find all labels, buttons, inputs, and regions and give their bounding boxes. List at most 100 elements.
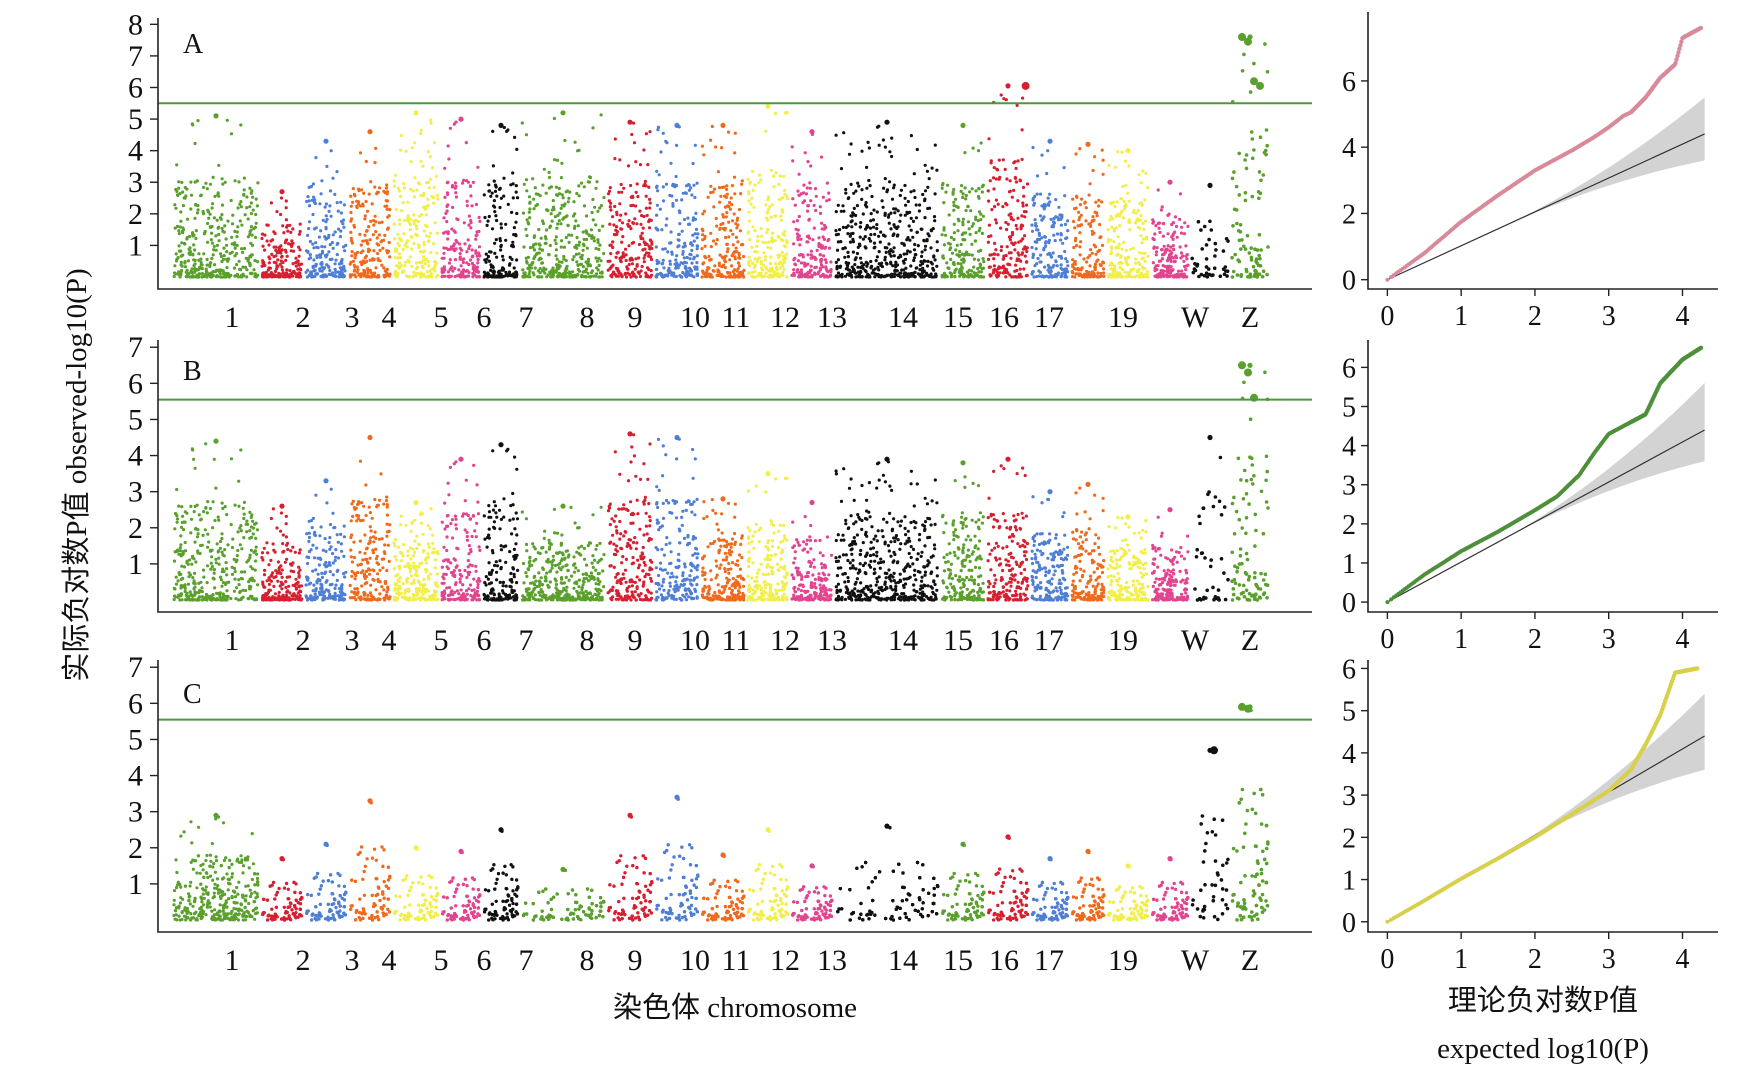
snp-point bbox=[713, 264, 716, 267]
snp-point bbox=[1036, 193, 1039, 196]
snp-point bbox=[369, 220, 372, 223]
snp-point bbox=[1182, 260, 1185, 263]
snp-point bbox=[376, 252, 379, 255]
snp-point bbox=[360, 251, 363, 254]
snp-point bbox=[204, 528, 207, 531]
snp-point bbox=[585, 238, 588, 241]
snp-point bbox=[186, 592, 189, 595]
snp-point bbox=[306, 269, 309, 272]
snp-point bbox=[704, 275, 707, 278]
snp-point bbox=[528, 211, 531, 214]
snp-point bbox=[729, 229, 732, 232]
snp-point bbox=[250, 272, 253, 275]
snp-point bbox=[1054, 198, 1057, 201]
snp-point bbox=[747, 199, 750, 202]
snp-point bbox=[719, 254, 722, 257]
snp-point bbox=[198, 272, 201, 275]
snp-point bbox=[1172, 248, 1175, 251]
snp-point bbox=[1093, 265, 1096, 268]
snp-point bbox=[272, 585, 275, 588]
snp-point bbox=[916, 148, 919, 151]
snp-point bbox=[553, 158, 556, 161]
snp-point bbox=[236, 230, 239, 233]
snp-point bbox=[489, 195, 492, 198]
snp-point bbox=[842, 131, 845, 134]
snp-point bbox=[550, 185, 553, 188]
snp-point bbox=[184, 265, 187, 268]
snp-point bbox=[615, 211, 618, 214]
snp-point bbox=[701, 262, 704, 265]
snp-point bbox=[682, 245, 685, 248]
snp-point bbox=[1063, 166, 1066, 169]
snp-point bbox=[510, 244, 513, 247]
snp-point bbox=[596, 210, 599, 213]
snp-point bbox=[431, 166, 434, 169]
snp-point bbox=[1071, 198, 1074, 201]
snp-point bbox=[922, 239, 925, 242]
snp-point bbox=[949, 258, 952, 261]
snp-point bbox=[427, 275, 430, 278]
snp-point bbox=[613, 157, 616, 160]
snp-point bbox=[386, 208, 389, 211]
snp-point bbox=[249, 554, 252, 557]
snp-point bbox=[219, 268, 222, 271]
snp-point bbox=[1080, 198, 1083, 201]
snp-point bbox=[369, 259, 372, 262]
snp-point bbox=[822, 254, 825, 257]
snp-point bbox=[714, 145, 717, 148]
snp-point bbox=[582, 265, 585, 268]
snp-point bbox=[716, 238, 719, 241]
snp-point bbox=[175, 252, 178, 255]
snp-point bbox=[935, 169, 938, 172]
snp-point bbox=[963, 238, 966, 241]
snp-point bbox=[476, 166, 479, 169]
snp-point bbox=[1116, 213, 1119, 216]
snp-point bbox=[515, 212, 518, 215]
snp-point bbox=[854, 223, 857, 226]
snp-point bbox=[250, 549, 253, 552]
snp-point bbox=[846, 273, 849, 276]
snp-point bbox=[967, 220, 970, 223]
snp-point bbox=[1139, 234, 1142, 237]
snp-point bbox=[306, 250, 309, 253]
snp-point bbox=[749, 259, 752, 262]
snp-point bbox=[629, 184, 632, 187]
snp-point bbox=[1151, 222, 1154, 225]
snp-point bbox=[349, 275, 352, 278]
snp-point bbox=[560, 239, 563, 242]
snp-point bbox=[195, 268, 198, 271]
snp-point bbox=[1245, 153, 1249, 157]
snp-point bbox=[308, 204, 311, 207]
snp-point bbox=[205, 598, 208, 601]
snp-point bbox=[870, 212, 873, 215]
snp-point bbox=[824, 258, 827, 261]
snp-point bbox=[568, 272, 571, 275]
snp-point bbox=[806, 160, 809, 163]
snp-point bbox=[1064, 223, 1067, 226]
snp-point bbox=[221, 230, 224, 233]
snp-point bbox=[722, 256, 725, 259]
snp-point bbox=[615, 256, 618, 259]
snp-point bbox=[961, 233, 964, 236]
snp-point bbox=[1016, 257, 1019, 260]
snp-point bbox=[914, 253, 917, 256]
snp-point bbox=[193, 510, 196, 513]
snp-point bbox=[175, 514, 178, 517]
snp-point bbox=[1023, 210, 1026, 213]
snp-point bbox=[1015, 224, 1018, 227]
snp-point bbox=[467, 271, 470, 274]
snp-point bbox=[1037, 269, 1040, 272]
snp-point bbox=[472, 268, 475, 271]
snp-point bbox=[749, 203, 752, 206]
snp-point bbox=[551, 220, 554, 223]
snp-point bbox=[502, 195, 505, 198]
snp-point bbox=[282, 550, 285, 553]
snp-point bbox=[720, 146, 723, 149]
snp-point bbox=[779, 267, 782, 270]
snp-point bbox=[1015, 167, 1018, 170]
snp-point bbox=[764, 203, 767, 206]
snp-point bbox=[1080, 214, 1083, 217]
snp-point bbox=[725, 188, 728, 191]
snp-point bbox=[195, 229, 198, 232]
snp-point bbox=[959, 262, 962, 265]
